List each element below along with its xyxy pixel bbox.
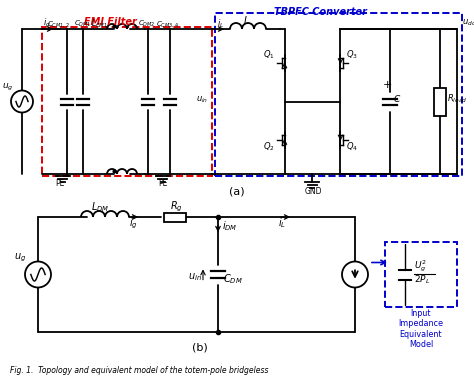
Bar [385, 242, 457, 307]
Text: $C_{DM1}$: $C_{DM1}$ [74, 19, 91, 29]
Text: $u_g$: $u_g$ [14, 252, 26, 264]
Text: $i_g$: $i_g$ [129, 216, 138, 231]
Text: $u_{in}$: $u_{in}$ [196, 94, 208, 105]
Text: $Q_2$: $Q_2$ [263, 141, 275, 153]
Text: $C$: $C$ [393, 92, 401, 103]
Text: $i_L$: $i_L$ [217, 17, 224, 29]
Text: $u_{in}$: $u_{in}$ [188, 272, 202, 283]
Text: $Q_1$: $Q_1$ [263, 48, 275, 61]
Text: $L$: $L$ [243, 14, 250, 26]
Text: $+$: $+$ [382, 79, 392, 89]
Bar [215, 13, 462, 176]
Circle shape [342, 262, 368, 288]
Text: (b): (b) [192, 342, 208, 352]
Text: $C_{DM}$: $C_{DM}$ [223, 272, 243, 286]
Bar [42, 27, 212, 176]
Text: $C_{CM1,2}$: $C_{CM1,2}$ [47, 19, 70, 29]
Text: $i_{DM}$: $i_{DM}$ [222, 219, 237, 233]
Text: $i_L$: $i_L$ [278, 216, 286, 230]
Text: $u_g$: $u_g$ [2, 82, 14, 93]
Text: $C_{CM3,4}$: $C_{CM3,4}$ [156, 19, 179, 29]
Text: Input
Impedance
Equivalent
Model: Input Impedance Equivalent Model [399, 309, 444, 349]
Text: (a): (a) [229, 186, 245, 196]
Text: PE: PE [158, 179, 167, 188]
Bar [434, 87, 446, 115]
Text: $R_g$: $R_g$ [170, 199, 183, 214]
Text: Fig. 1.  Topology and equivalent model of the totem-pole bridgeless: Fig. 1. Topology and equivalent model of… [10, 366, 268, 375]
Text: $u_{dc}$: $u_{dc}$ [462, 17, 474, 27]
Text: $i_g$: $i_g$ [43, 17, 51, 31]
Text: $R_{load}$: $R_{load}$ [447, 92, 467, 105]
Bar [164, 212, 186, 221]
Text: $U_g^2$: $U_g^2$ [414, 259, 427, 274]
Text: GND: GND [304, 187, 322, 196]
Text: $L_{DM}$: $L_{DM}$ [91, 200, 109, 214]
Text: PE: PE [55, 179, 64, 188]
Circle shape [25, 262, 51, 288]
Text: EMI Filter: EMI Filter [83, 17, 137, 27]
Text: $2P_L$: $2P_L$ [414, 274, 430, 286]
Text: $Q_3$: $Q_3$ [346, 48, 358, 61]
Circle shape [11, 91, 33, 113]
Text: TBPFC Converter: TBPFC Converter [273, 7, 366, 17]
Text: $C_{DM2}$: $C_{DM2}$ [138, 19, 155, 29]
Text: $Q_4$: $Q_4$ [346, 141, 358, 153]
Text: $L_{CM1}$: $L_{CM1}$ [91, 17, 109, 29]
